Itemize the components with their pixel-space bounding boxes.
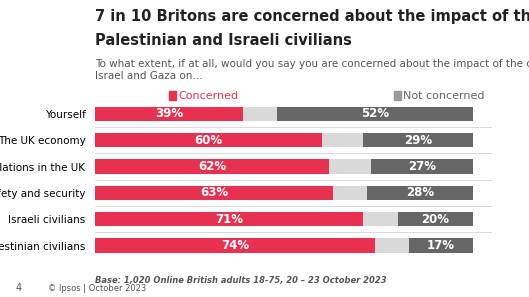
Text: 17%: 17%: [427, 239, 455, 252]
Text: 29%: 29%: [404, 134, 432, 147]
Text: To what extent, if at all, would you say you are concerned about the impact of t: To what extent, if at all, would you say…: [95, 59, 529, 81]
Text: 63%: 63%: [200, 186, 229, 199]
Text: 39%: 39%: [155, 107, 183, 120]
Text: 4: 4: [16, 282, 22, 293]
Text: Palestinian and Israeli civilians: Palestinian and Israeli civilians: [95, 33, 352, 48]
FancyBboxPatch shape: [169, 91, 176, 99]
Text: 27%: 27%: [408, 160, 436, 173]
Bar: [243, 107, 277, 121]
Bar: [95, 212, 363, 226]
Bar: [363, 212, 397, 226]
Text: 52%: 52%: [361, 107, 389, 120]
Bar: [363, 133, 473, 147]
Bar: [95, 107, 243, 121]
Bar: [333, 186, 367, 200]
Text: 20%: 20%: [421, 213, 449, 226]
Text: 74%: 74%: [221, 239, 249, 252]
Text: Concerned: Concerned: [178, 91, 239, 101]
Text: Not concerned: Not concerned: [403, 91, 485, 101]
FancyBboxPatch shape: [394, 91, 400, 99]
Bar: [95, 186, 333, 200]
Bar: [95, 159, 330, 174]
Bar: [95, 133, 322, 147]
Bar: [277, 107, 473, 121]
Bar: [95, 238, 375, 253]
Bar: [397, 212, 473, 226]
Bar: [371, 159, 473, 174]
Bar: [409, 238, 473, 253]
Text: 60%: 60%: [195, 134, 223, 147]
Bar: [330, 159, 371, 174]
Bar: [322, 133, 363, 147]
Text: 71%: 71%: [215, 213, 243, 226]
Text: 7 in 10 Britons are concerned about the impact of the conflict on: 7 in 10 Britons are concerned about the …: [95, 9, 529, 24]
Text: © Ipsos | October 2023: © Ipsos | October 2023: [48, 284, 146, 293]
Text: 28%: 28%: [406, 186, 434, 199]
Bar: [375, 238, 409, 253]
Text: 62%: 62%: [198, 160, 226, 173]
Text: Base: 1,020 Online British adults 18-75, 20 – 23 October 2023: Base: 1,020 Online British adults 18-75,…: [95, 276, 387, 285]
Bar: [367, 186, 473, 200]
